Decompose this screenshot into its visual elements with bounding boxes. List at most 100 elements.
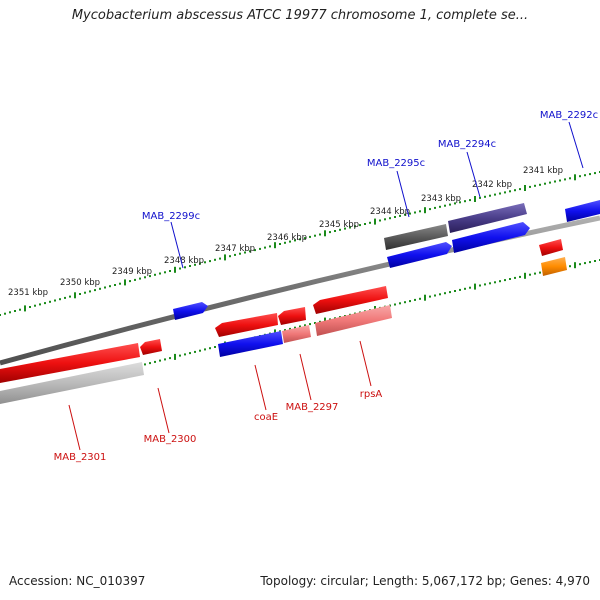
- outer-tick: [104, 287, 106, 289]
- gene-MAB_2299c[interactable]: [173, 302, 208, 320]
- inner-tick: [464, 288, 466, 290]
- outer-tick: [94, 289, 96, 291]
- inner-tick: [539, 272, 541, 274]
- outer-tick: [484, 196, 486, 198]
- outer-tick: [74, 292, 76, 298]
- inner-tick: [214, 346, 216, 348]
- outer-tick: [279, 243, 281, 245]
- outer-tick: [204, 261, 206, 263]
- scale-label-2351: 2351 kbp: [8, 288, 48, 298]
- inner-tick: [494, 281, 496, 283]
- outer-tick: [384, 218, 386, 220]
- label-MAB_2299c[interactable]: MAB_2299c: [142, 211, 200, 222]
- outer-tick: [464, 200, 466, 202]
- label-coaE[interactable]: coaE: [254, 412, 278, 423]
- inner-tick: [529, 274, 531, 276]
- outer-tick: [229, 255, 231, 257]
- outer-tick: [214, 259, 216, 261]
- inner-tick: [469, 287, 471, 289]
- outer-tick: [84, 292, 86, 294]
- inner-tick: [474, 284, 476, 290]
- inner-tick: [169, 357, 171, 359]
- inner-tick: [429, 296, 431, 298]
- inner-tick: [209, 347, 211, 349]
- inner-tick: [309, 323, 311, 325]
- inner-tick: [144, 363, 146, 365]
- outer-tick: [429, 208, 431, 210]
- label-MAB_2295c[interactable]: MAB_2295c: [367, 158, 425, 169]
- label-MAB_2297[interactable]: MAB_2297: [286, 402, 339, 413]
- outer-tick: [174, 267, 176, 273]
- inner-tick: [409, 300, 411, 302]
- outer-tick: [534, 185, 536, 187]
- outer-tick: [154, 274, 156, 276]
- outer-tick: [89, 290, 91, 292]
- label-MAB_2300[interactable]: MAB_2300: [144, 434, 197, 445]
- leader-MAB_2301: [69, 405, 80, 450]
- inner-tick: [404, 301, 406, 303]
- leader-MAB_2294c: [467, 152, 480, 197]
- genome-summary-text: Topology: circular; Length: 5,067,172 bp…: [260, 574, 590, 588]
- outer-tick: [504, 191, 506, 193]
- inner-tick: [174, 354, 176, 360]
- outer-tick: [9, 311, 11, 313]
- outer-tick: [529, 186, 531, 188]
- outer-tick: [509, 190, 511, 192]
- outer-tick: [159, 273, 161, 275]
- scale-label-2345: 2345 kbp: [319, 220, 359, 230]
- inner-tick: [189, 352, 191, 354]
- gene-small-orange[interactable]: [541, 257, 567, 276]
- inner-tick: [504, 279, 506, 281]
- inner-tick: [164, 358, 166, 360]
- outer-tick: [49, 301, 51, 303]
- outer-tick: [444, 205, 446, 207]
- inner-tick: [479, 285, 481, 287]
- inner-tick: [534, 273, 536, 275]
- inner-tick: [434, 295, 436, 297]
- inner-tick: [179, 355, 181, 357]
- gene-MAB_2297[interactable]: [278, 307, 306, 325]
- outer-tick: [19, 309, 21, 311]
- outer-tick: [319, 234, 321, 236]
- outer-tick: [334, 230, 336, 232]
- outer-tick: [479, 197, 481, 199]
- outer-tick: [554, 181, 556, 183]
- inner-tick: [154, 361, 156, 363]
- outer-tick: [219, 258, 221, 260]
- inner-tick: [594, 260, 596, 262]
- inner-tick: [489, 282, 491, 284]
- genome-map[interactable]: 2351 kbp 2350 kbp 2349 kbp 2348 kbp 2347…: [0, 0, 600, 600]
- inner-tick: [414, 299, 416, 301]
- gene-small-red[interactable]: [539, 239, 563, 256]
- outer-tick: [559, 180, 561, 182]
- outer-tick: [209, 260, 211, 262]
- label-rpsA[interactable]: rpsA: [360, 389, 383, 400]
- outer-tick: [309, 236, 311, 238]
- label-MAB_2294c[interactable]: MAB_2294c: [438, 139, 496, 150]
- inner-tick: [454, 290, 456, 292]
- outer-tick: [34, 305, 36, 307]
- gene-coaE[interactable]: [215, 313, 278, 337]
- inner-tick: [424, 295, 426, 301]
- leader-MAB_2292c: [569, 122, 583, 168]
- outer-tick-ring: [0, 171, 600, 316]
- outer-tick: [434, 207, 436, 209]
- inner-tick: [149, 362, 151, 364]
- outer-tick: [124, 279, 126, 285]
- label-MAB_2301[interactable]: MAB_2301: [54, 452, 107, 463]
- outer-tick: [324, 230, 326, 236]
- inner-tick: [579, 263, 581, 265]
- inner-tick: [204, 348, 206, 350]
- gene-MAB_2297-lower[interactable]: [282, 325, 311, 343]
- scale-label-2348: 2348 kbp: [164, 256, 204, 266]
- outer-tick: [574, 174, 576, 180]
- outer-tick: [374, 219, 376, 225]
- outer-tick: [519, 188, 521, 190]
- label-MAB_2292c[interactable]: MAB_2292c: [540, 110, 598, 121]
- outer-tick: [224, 254, 226, 260]
- leader-MAB_2300: [158, 388, 169, 433]
- scale-label-2349: 2349 kbp: [112, 267, 152, 277]
- outer-tick: [139, 278, 141, 280]
- gene-MAB_2300[interactable]: [140, 339, 162, 355]
- inner-tick: [419, 298, 421, 300]
